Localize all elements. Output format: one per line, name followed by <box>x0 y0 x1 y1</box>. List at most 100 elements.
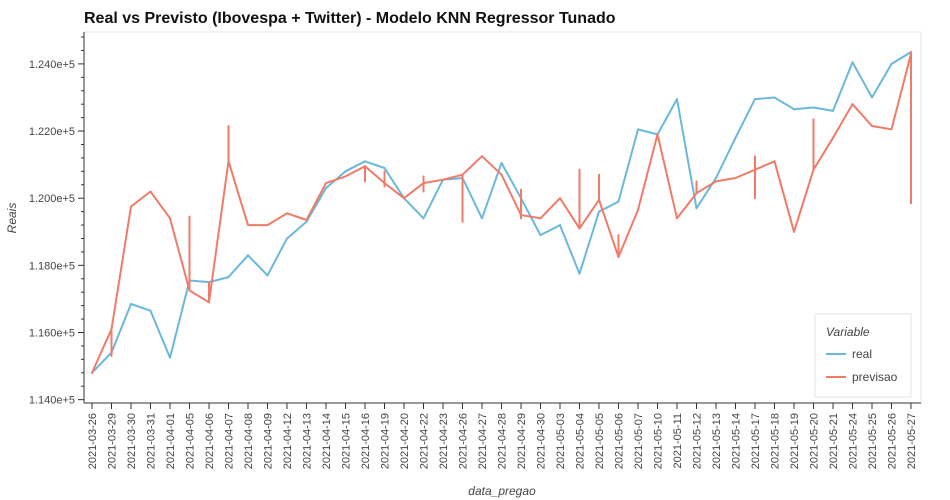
x-tick-label-33: 2021-05-14 <box>731 413 743 469</box>
x-tick-label-21: 2021-04-28 <box>497 413 509 469</box>
point-previsao-8 <box>247 224 249 227</box>
x-tick-label-16: 2021-04-20 <box>399 413 411 469</box>
y-axis-title: Reais <box>5 203 19 234</box>
y-tick-label-3: 1.200e+5 <box>29 193 75 205</box>
x-tick-label-13: 2021-04-15 <box>341 413 353 469</box>
point-real-33 <box>734 136 737 139</box>
point-previsao-30 <box>676 217 678 220</box>
point-real-27 <box>617 200 620 203</box>
point-previsao-2 <box>130 205 132 208</box>
point-previsao-9 <box>266 224 269 227</box>
point-previsao-0 <box>91 371 93 374</box>
point-real-13 <box>344 170 347 173</box>
plot-area <box>83 31 922 404</box>
point-previsao-1 <box>110 328 113 331</box>
legend-label-previsao: previsao <box>852 370 898 384</box>
x-tick-label-12: 2021-04-14 <box>321 413 333 469</box>
point-real-8 <box>247 254 249 257</box>
point-previsao-42 <box>910 52 912 55</box>
point-previsao-32 <box>715 180 717 183</box>
point-real-12 <box>325 187 327 190</box>
point-previsao-4 <box>169 217 171 220</box>
point-previsao-19 <box>461 173 464 176</box>
x-tick-label-9: 2021-04-09 <box>263 413 275 469</box>
point-previsao-25 <box>578 227 581 230</box>
point-previsao-41 <box>890 128 893 131</box>
x-tick-label-41: 2021-05-26 <box>887 413 899 469</box>
point-previsao-24 <box>559 197 561 200</box>
x-tick-label-28: 2021-05-07 <box>633 413 645 469</box>
point-previsao-38 <box>832 136 834 139</box>
point-real-14 <box>364 160 366 163</box>
x-tick-label-25: 2021-05-04 <box>575 413 587 469</box>
y-axis: 1.140e+5 1.160e+5 1.180e+5 1.200e+5 1.220e+5… <box>29 32 85 407</box>
x-tick-label-4: 2021-04-01 <box>165 413 177 469</box>
legend: Variable real previsao <box>814 313 912 398</box>
point-real-25 <box>578 272 581 275</box>
x-tick-label-20: 2021-04-27 <box>477 413 489 469</box>
point-real-2 <box>130 302 132 305</box>
point-real-7 <box>227 276 230 279</box>
y-tick-label-5: 1.240e+5 <box>29 59 75 71</box>
x-tick-label-22: 2021-04-29 <box>516 413 528 469</box>
x-tick-label-8: 2021-04-08 <box>243 413 255 469</box>
x-tick-label-27: 2021-05-06 <box>614 413 626 469</box>
x-tick-label-24: 2021-05-03 <box>555 413 567 469</box>
x-tick-label-26: 2021-05-05 <box>594 413 606 469</box>
point-previsao-5 <box>188 289 191 292</box>
point-real-10 <box>286 237 288 240</box>
point-real-17 <box>422 217 425 220</box>
y-tick-label-1: 1.160e+5 <box>29 327 75 339</box>
point-real-20 <box>481 217 483 220</box>
y-tick-label-4: 1.220e+5 <box>29 126 75 138</box>
x-tick-label-42: 2021-05-27 <box>906 413 918 469</box>
point-previsao-36 <box>793 230 795 233</box>
point-previsao-6 <box>208 301 210 304</box>
point-real-28 <box>637 128 639 131</box>
x-tick-label-3: 2021-03-31 <box>146 413 158 469</box>
point-real-36 <box>793 108 795 111</box>
point-previsao-34 <box>754 168 756 171</box>
x-tick-label-30: 2021-05-11 <box>672 413 684 468</box>
x-tick-label-0: 2021-03-26 <box>87 413 99 469</box>
chart-title: Real vs Previsto (Ibovespa + Twitter) - … <box>84 10 616 27</box>
point-previsao-31 <box>695 192 698 195</box>
x-tick-label-32: 2021-05-13 <box>711 413 723 469</box>
x-tick-label-11: 2021-04-13 <box>302 413 314 469</box>
point-previsao-20 <box>481 155 483 158</box>
x-tick-label-23: 2021-04-30 <box>536 413 548 469</box>
x-tick-label-7: 2021-04-07 <box>224 413 236 469</box>
x-tick-label-19: 2021-04-26 <box>458 413 470 469</box>
legend-box <box>814 313 912 398</box>
point-previsao-14 <box>364 165 366 168</box>
point-real-24 <box>559 224 561 227</box>
x-tick-label-1: 2021-03-29 <box>107 413 119 469</box>
x-tick-label-5: 2021-04-05 <box>185 413 197 469</box>
x-tick-label-40: 2021-05-25 <box>867 413 879 469</box>
x-tick-label-38: 2021-05-21 <box>828 413 840 469</box>
point-real-31 <box>695 207 698 210</box>
point-previsao-39 <box>851 103 854 106</box>
x-tick-label-6: 2021-04-06 <box>204 413 216 469</box>
point-real-9 <box>266 274 269 277</box>
point-previsao-33 <box>734 177 737 180</box>
point-real-30 <box>676 98 678 101</box>
point-previsao-40 <box>871 125 873 128</box>
point-real-3 <box>149 309 152 312</box>
point-previsao-26 <box>598 198 600 201</box>
x-tick-label-34: 2021-05-17 <box>750 413 762 469</box>
point-previsao-3 <box>149 190 152 193</box>
x-axis: 2021-03-26 2021-03-29 2021-03-30 2021-03-31… <box>84 402 921 469</box>
point-real-32 <box>715 177 717 180</box>
x-tick-label-10: 2021-04-12 <box>282 413 294 469</box>
point-real-11 <box>305 220 308 223</box>
point-real-40 <box>871 96 873 99</box>
point-previsao-12 <box>325 182 327 185</box>
x-tick-label-37: 2021-05-20 <box>809 413 821 469</box>
legend-title: Variable <box>826 325 870 339</box>
point-previsao-17 <box>422 182 425 185</box>
point-real-34 <box>754 98 756 101</box>
point-previsao-29 <box>656 133 659 136</box>
point-previsao-16 <box>403 197 405 200</box>
